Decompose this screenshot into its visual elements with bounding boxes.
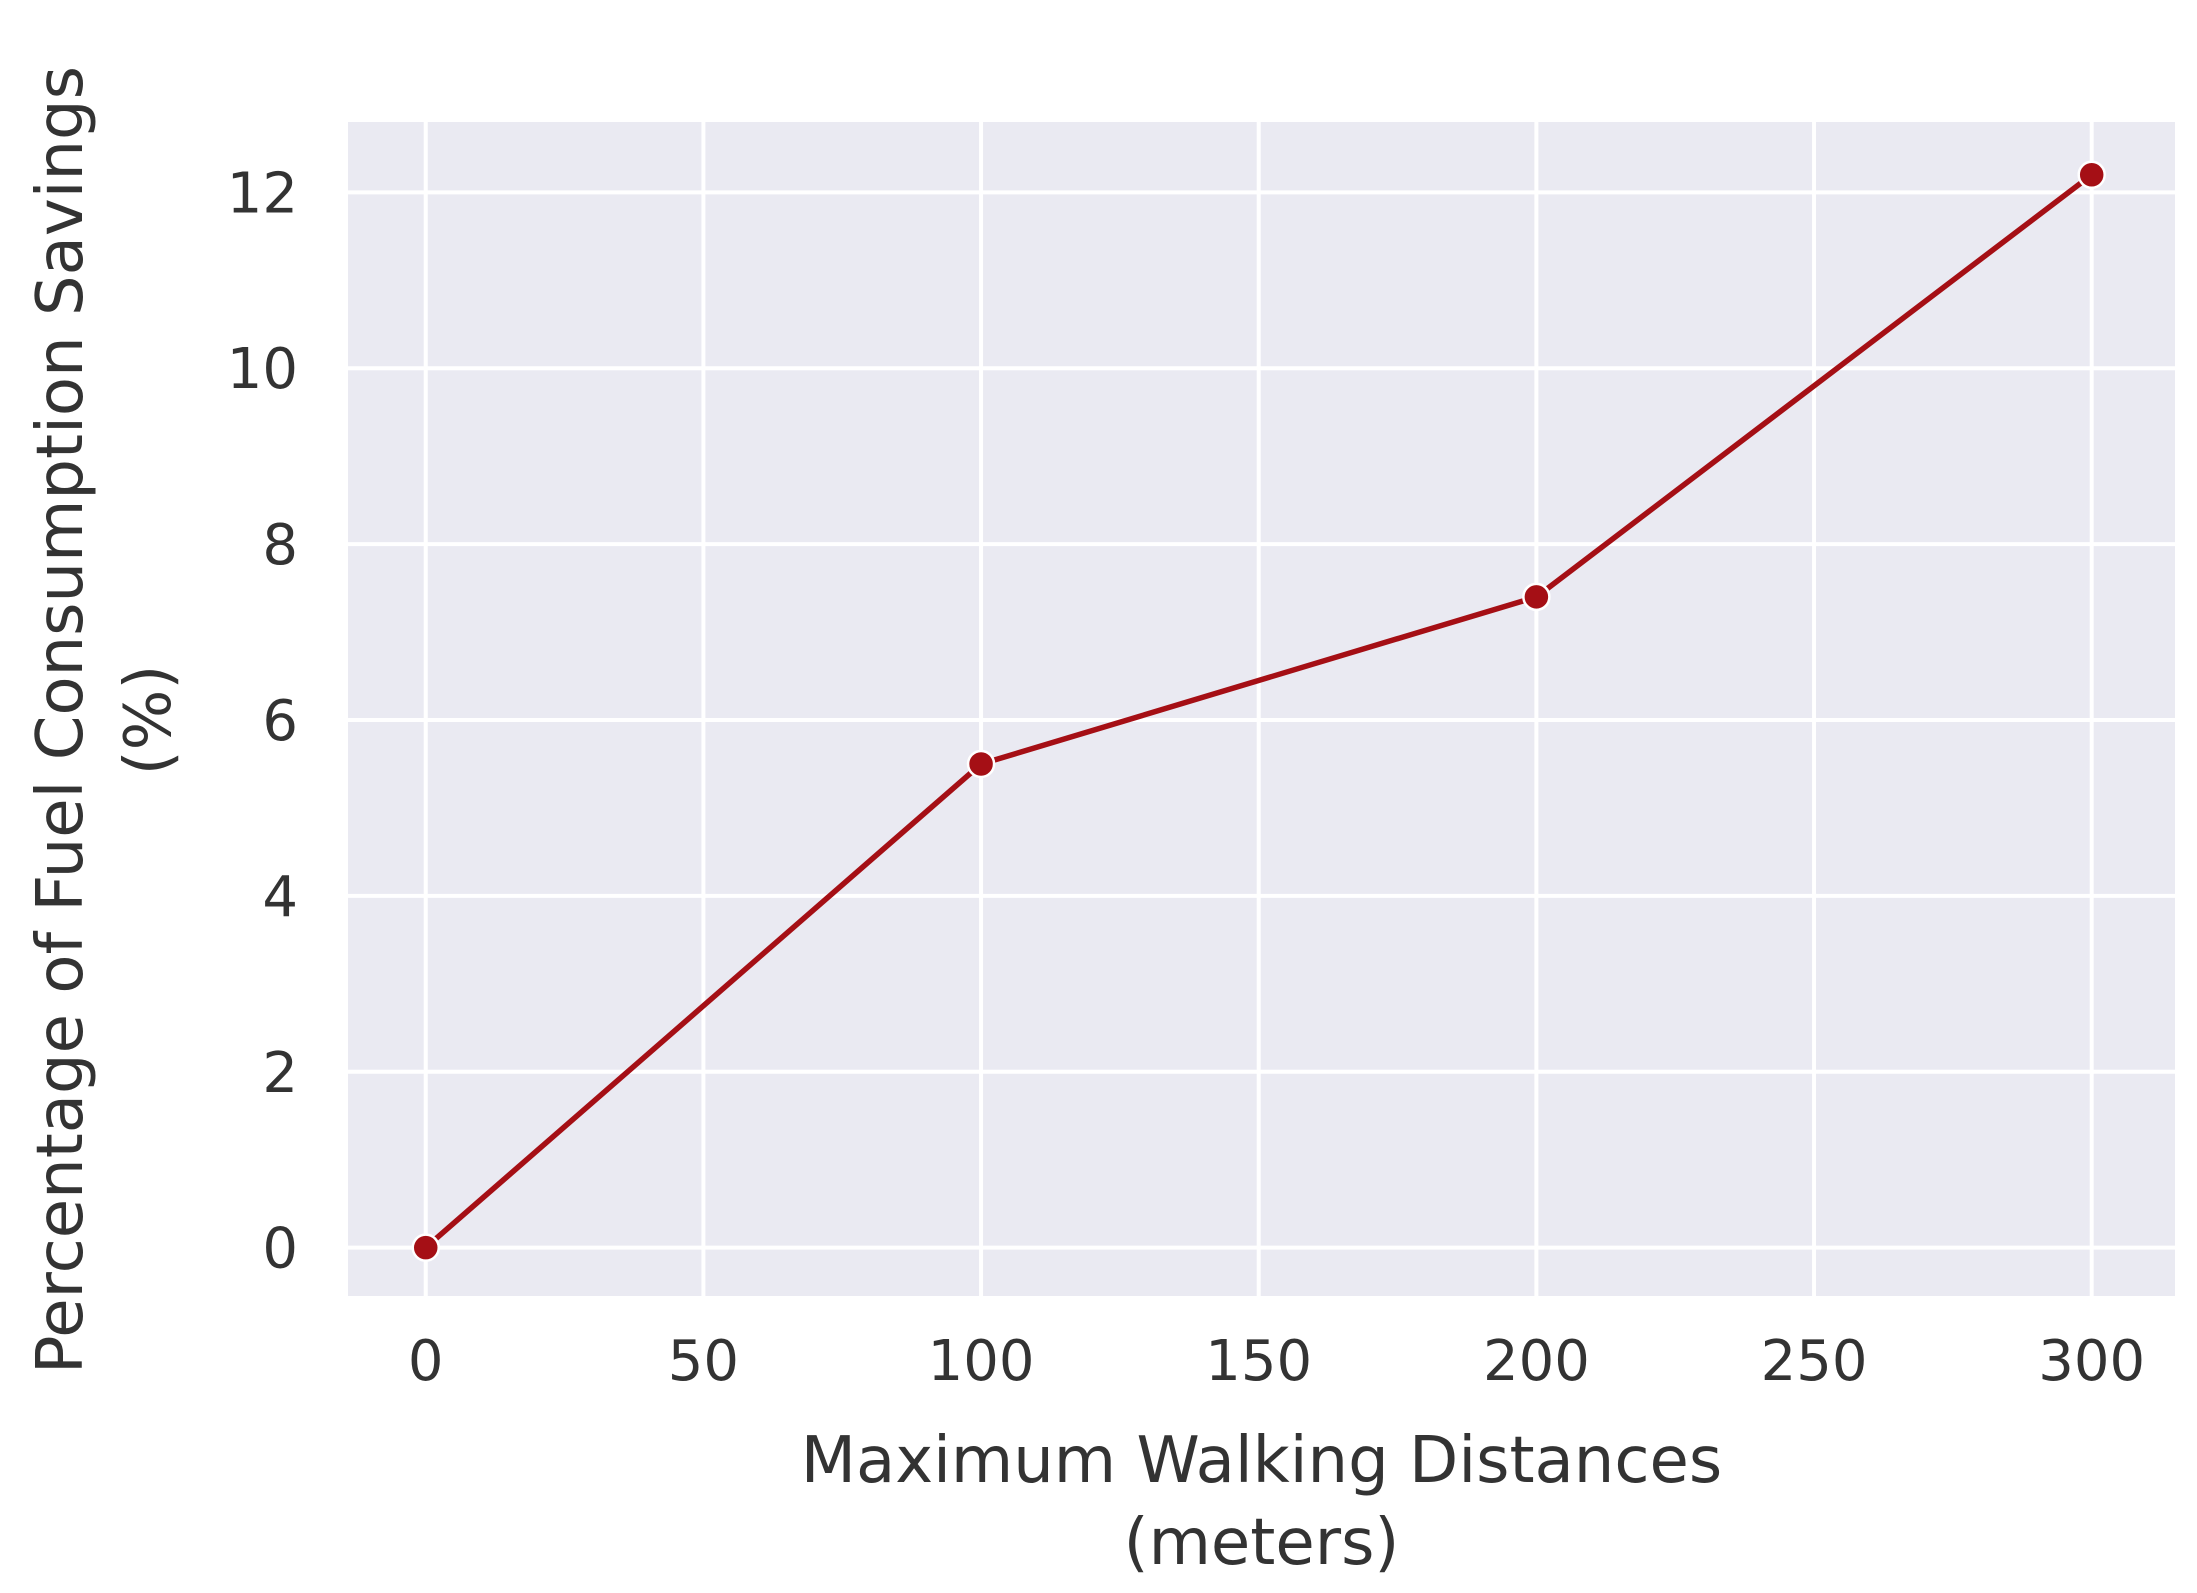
x-axis-title: Maximum Walking Distances [801,1424,1722,1498]
y-tick-label: 6 [262,689,298,754]
x-tick-label: 0 [408,1329,444,1394]
series-layer [411,160,2106,1262]
x-gridlines [423,122,2094,1296]
x-tick-labels: 0 50 100 150 200 250 300 [408,1329,2145,1394]
plot-area [348,122,2175,1296]
y-tick-label: 2 [262,1041,298,1106]
y-tick-label: 0 [262,1217,298,1282]
x-axis-unit: (meters) [1124,1506,1400,1580]
series-line [422,172,2095,1251]
y-axis-title: Percentage of Fuel Consumption Savings [24,66,98,1374]
y-gridlines [348,190,2175,1250]
y-tick-label: 10 [227,337,298,402]
data-point [966,749,996,779]
x-tick-label: 50 [668,1329,739,1394]
y-tick-labels: 0 2 4 6 8 10 12 [227,161,298,1281]
x-tick-label: 200 [1483,1329,1590,1394]
x-tick-label: 250 [1761,1329,1868,1394]
x-tick-label: 150 [1205,1329,1312,1394]
x-tick-label: 300 [2038,1329,2145,1394]
y-tick-label: 12 [227,161,298,226]
y-axis-unit: (%) [112,665,186,776]
data-point [2077,160,2106,190]
y-tick-label: 4 [262,865,298,930]
x-tick-label: 100 [928,1329,1035,1394]
y-tick-label: 8 [262,513,298,578]
data-point [1522,582,1551,612]
data-point [411,1233,440,1262]
